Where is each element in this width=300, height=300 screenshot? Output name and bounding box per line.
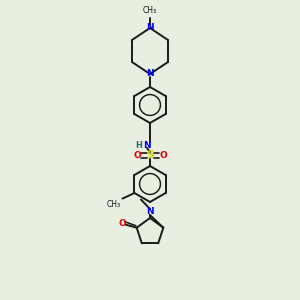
Text: N: N [143, 140, 151, 149]
Text: H: H [135, 140, 142, 149]
Text: N: N [146, 23, 154, 32]
Text: CH₃: CH₃ [106, 200, 121, 208]
Text: S: S [146, 150, 154, 160]
Text: O: O [159, 151, 167, 160]
Text: O: O [133, 151, 141, 160]
Text: O: O [119, 219, 127, 228]
Text: CH₃: CH₃ [143, 6, 157, 15]
Text: N: N [146, 70, 154, 79]
Text: N: N [146, 208, 154, 217]
